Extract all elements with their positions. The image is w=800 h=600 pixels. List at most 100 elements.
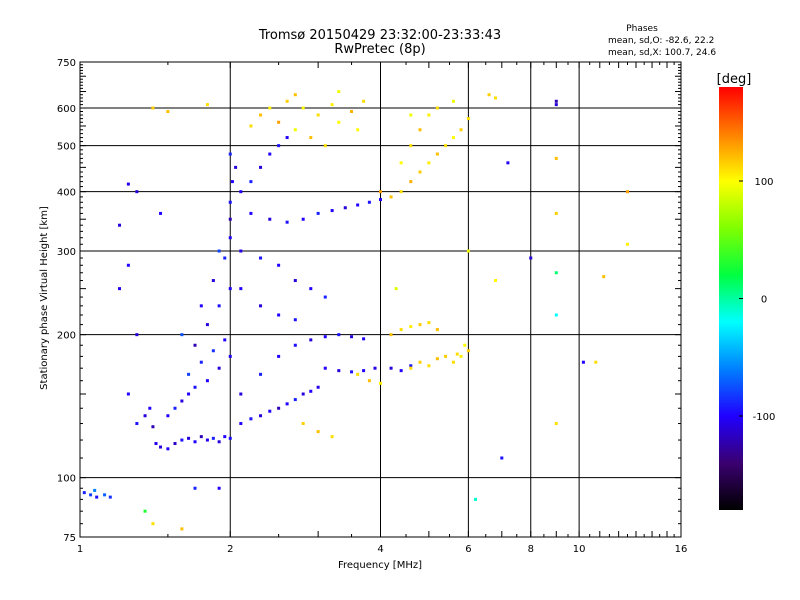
scatter-point [217, 304, 221, 308]
scatter-point [529, 256, 533, 260]
chart-title: Tromsø 20150429 23:32:00-23:33:43 [258, 28, 501, 43]
scatter-point [362, 369, 366, 373]
scatter-point [494, 279, 498, 283]
scatter-point [389, 195, 393, 199]
y-axis-label: Stationary phase Virtual Height [km] [39, 206, 50, 390]
y-tick-label: 600 [57, 104, 76, 115]
scatter-point [356, 128, 360, 132]
scatter-point [337, 90, 341, 94]
scatter-point [409, 364, 413, 368]
scatter-point [487, 93, 491, 97]
scatter-point [277, 406, 281, 410]
data-points [82, 90, 629, 531]
scatter-point [223, 256, 227, 260]
scatter-point [293, 398, 297, 402]
x-tick-label: 4 [377, 544, 383, 555]
scatter-point [466, 349, 470, 353]
scatter-point [427, 161, 431, 165]
scatter-point [455, 352, 459, 356]
scatter-point [316, 385, 320, 389]
scatter-point [451, 99, 455, 103]
scatter-point [554, 103, 558, 107]
x-tick-label: 16 [675, 544, 688, 555]
scatter-point [343, 206, 347, 210]
scatter-point [463, 343, 467, 347]
scatter-point [350, 109, 354, 113]
scatter-point [93, 488, 97, 492]
scatter-point [187, 436, 191, 440]
scatter-point [323, 144, 327, 148]
scatter-point [285, 220, 289, 224]
scatter-point [554, 156, 558, 160]
scatter-point [594, 360, 598, 364]
scatter-point [95, 495, 99, 499]
scatter-point [277, 144, 281, 148]
scatter-point [316, 113, 320, 117]
x-tick-label: 10 [573, 544, 586, 555]
scatter-point [435, 152, 439, 156]
scatter-point [228, 436, 232, 440]
scatter-point [301, 422, 305, 426]
scatter-point [223, 338, 227, 342]
scatter-point [239, 287, 243, 291]
scatter-point [362, 337, 366, 341]
x-tick-label: 2 [227, 544, 233, 555]
scatter-point [373, 366, 377, 370]
scatter-point [418, 128, 422, 132]
scatter-point [259, 256, 263, 260]
scatter-point [259, 372, 263, 376]
scatter-point [151, 425, 155, 429]
scatter-point [309, 136, 313, 140]
scatter-point [337, 333, 341, 337]
scatter-point [337, 120, 341, 124]
scatter-point [108, 495, 112, 499]
x-tick-label: 1 [77, 544, 83, 555]
scatter-point [301, 392, 305, 396]
scatter-point [602, 275, 606, 279]
y-tick-label: 500 [57, 142, 76, 153]
scatter-point [293, 318, 297, 322]
scatter-point [451, 360, 455, 364]
scatter-point [356, 203, 360, 207]
scatter-point [103, 493, 107, 497]
scatter-point [166, 414, 170, 418]
scatter-point [427, 321, 431, 325]
scatter-point [239, 392, 243, 396]
scatter-point [285, 99, 289, 103]
scatter-point [268, 409, 272, 413]
scatter-point [409, 113, 413, 117]
scatter-point [173, 442, 177, 446]
scatter-point [277, 313, 281, 317]
scatter-point [409, 325, 413, 329]
scatter-point [135, 190, 139, 194]
scatter-point [249, 417, 253, 421]
x-tick-label: 8 [528, 544, 534, 555]
scatter-point [154, 442, 158, 446]
scatter-point [259, 113, 263, 117]
scatter-point [494, 96, 498, 100]
scatter-point [379, 381, 382, 385]
scatter-point [180, 399, 184, 403]
scatter-point [118, 223, 122, 227]
scatter-point [277, 120, 281, 124]
scatter-point [239, 422, 243, 426]
y-tick-label: 75 [63, 533, 76, 544]
scatter-point [473, 497, 477, 501]
scatter-point [435, 106, 439, 110]
y-tick-label: 750 [57, 58, 76, 69]
scatter-point [316, 211, 320, 215]
scatter-point [159, 445, 163, 449]
scatter-point [228, 217, 232, 221]
scatter-point [418, 360, 422, 364]
scatter-point [166, 109, 170, 113]
scatter-point [309, 287, 313, 291]
scatter-point [394, 287, 398, 291]
scatter-point [126, 392, 130, 396]
scatter-point [126, 182, 130, 186]
scatter-point [228, 354, 232, 358]
scatter-point [409, 180, 413, 184]
scatter-point [367, 379, 371, 383]
chart-subtitle: RwPretec (8p) [334, 42, 425, 57]
y-tick-label: 200 [57, 331, 76, 342]
